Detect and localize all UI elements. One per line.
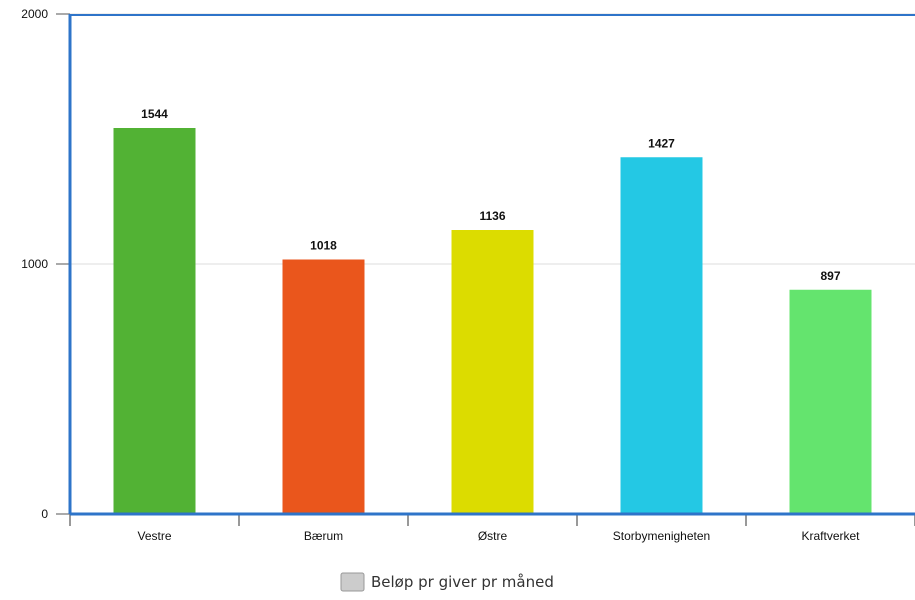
data-label: 1136	[479, 209, 505, 223]
x-tick-label: Kraftverket	[801, 529, 860, 543]
data-label: 897	[820, 269, 840, 283]
bar-Østre	[452, 230, 534, 514]
bar-Storbymenigheten	[621, 157, 703, 514]
bars	[114, 128, 872, 514]
bar-Kraftverket	[790, 290, 872, 514]
x-tick-label: Storbymenigheten	[613, 529, 710, 543]
y-tick-label: 2000	[21, 7, 48, 21]
x-tick-label: Bærum	[304, 529, 343, 543]
legend[interactable]: Beløp pr giver pr måned	[341, 573, 554, 591]
data-label: 1427	[648, 136, 675, 150]
legend-label: Beløp pr giver pr måned	[371, 573, 554, 591]
data-label: 1018	[310, 239, 337, 253]
y-tick-label: 1000	[21, 257, 48, 271]
x-tick-label: Østre	[478, 529, 508, 543]
legend-swatch[interactable]	[341, 573, 364, 591]
data-label: 1544	[141, 107, 168, 121]
x-tick-label: Vestre	[137, 529, 171, 543]
bar-Vestre	[114, 128, 196, 514]
y-tick-label: 0	[41, 507, 48, 521]
bar-Bærum	[283, 260, 365, 515]
